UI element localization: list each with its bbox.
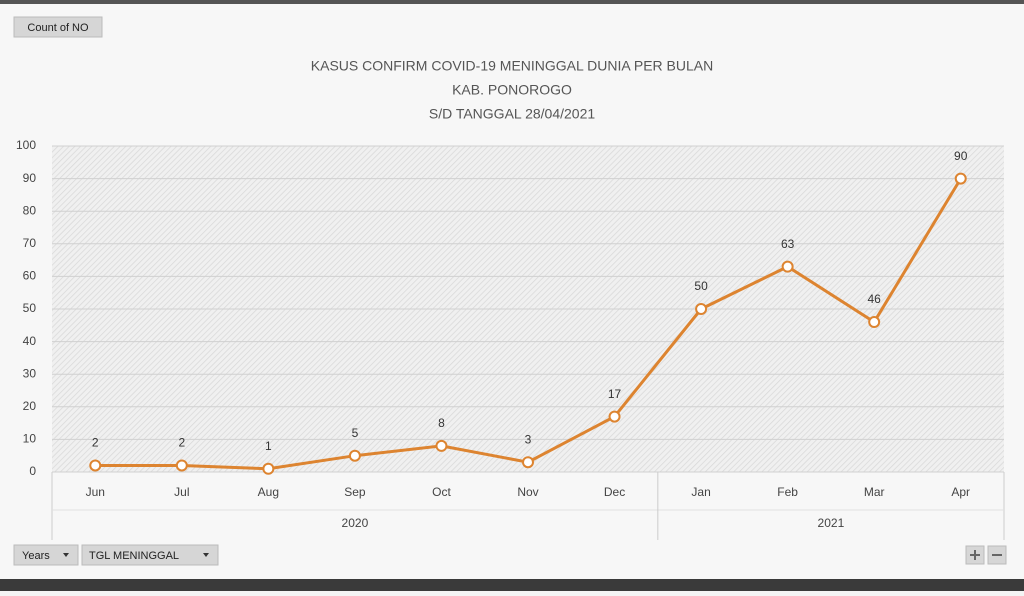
chart-title: KAB. PONOROGO bbox=[452, 82, 572, 98]
data-point bbox=[435, 439, 448, 452]
data-point bbox=[781, 260, 794, 273]
data-point bbox=[89, 459, 102, 472]
data-point bbox=[348, 449, 361, 462]
y-tick-label: 60 bbox=[23, 269, 37, 283]
y-tick-label: 10 bbox=[23, 432, 37, 446]
x-tick-label: Nov bbox=[517, 485, 538, 499]
x-tick-label: Aug bbox=[258, 485, 279, 499]
dropdown-arrow bbox=[63, 553, 69, 557]
x-tick-label: Feb bbox=[777, 485, 798, 499]
y-tick-label: 70 bbox=[23, 236, 37, 250]
x-tick-label: Jan bbox=[691, 485, 710, 499]
axis-field-button[interactable] bbox=[81, 544, 219, 566]
data-point bbox=[262, 462, 275, 475]
value-field-label: Count of NO bbox=[27, 22, 89, 34]
data-label: 2 bbox=[92, 436, 99, 450]
data-label: 3 bbox=[525, 432, 532, 446]
y-tick-label: 50 bbox=[23, 301, 37, 315]
data-point bbox=[608, 410, 621, 423]
data-label: 46 bbox=[868, 292, 882, 306]
data-point bbox=[954, 172, 967, 185]
data-point bbox=[175, 459, 188, 472]
y-tick-label: 20 bbox=[23, 399, 37, 413]
y-tick-label: 90 bbox=[23, 171, 37, 185]
top-strip bbox=[0, 0, 1024, 4]
y-tick-label: 80 bbox=[23, 203, 37, 217]
year-label: 2020 bbox=[342, 516, 369, 530]
data-point bbox=[868, 316, 881, 329]
data-point bbox=[695, 303, 708, 315]
x-tick-label: Sep bbox=[344, 485, 366, 499]
y-tick-label: 30 bbox=[23, 366, 37, 380]
x-tick-label: Mar bbox=[864, 485, 885, 499]
data-label: 90 bbox=[954, 149, 968, 163]
x-tick-label: Jun bbox=[86, 485, 105, 499]
data-label: 8 bbox=[438, 416, 445, 430]
data-label: 17 bbox=[608, 387, 622, 401]
y-tick-label: 40 bbox=[23, 334, 37, 348]
data-label: 50 bbox=[694, 279, 708, 293]
bottom-strip bbox=[0, 579, 1024, 591]
plus-icon bbox=[970, 550, 980, 560]
year-label: 2021 bbox=[818, 516, 845, 530]
data-point bbox=[522, 456, 534, 469]
x-tick-label: Oct bbox=[432, 485, 451, 499]
axis-field-label: Years bbox=[22, 550, 50, 562]
x-tick-label: Dec bbox=[604, 485, 625, 499]
data-label: 1 bbox=[265, 439, 272, 453]
axis-field-label: TGL MENINGGAL bbox=[89, 550, 179, 562]
data-label: 5 bbox=[352, 426, 359, 440]
chart-title: KASUS CONFIRM COVID-19 MENINGGAL DUNIA P… bbox=[311, 58, 713, 74]
x-tick-label: Jul bbox=[174, 485, 189, 499]
data-label: 63 bbox=[781, 237, 795, 251]
value-field-button[interactable] bbox=[13, 16, 103, 38]
x-tick-label: Apr bbox=[951, 485, 970, 499]
chart-title: S/D TANGGAL 28/04/2021 bbox=[429, 106, 595, 122]
y-tick-label: 0 bbox=[29, 464, 36, 478]
dropdown-arrow bbox=[203, 553, 209, 557]
data-label: 2 bbox=[178, 436, 185, 450]
axis-field-button[interactable] bbox=[13, 544, 79, 566]
y-tick-label: 100 bbox=[16, 138, 36, 152]
